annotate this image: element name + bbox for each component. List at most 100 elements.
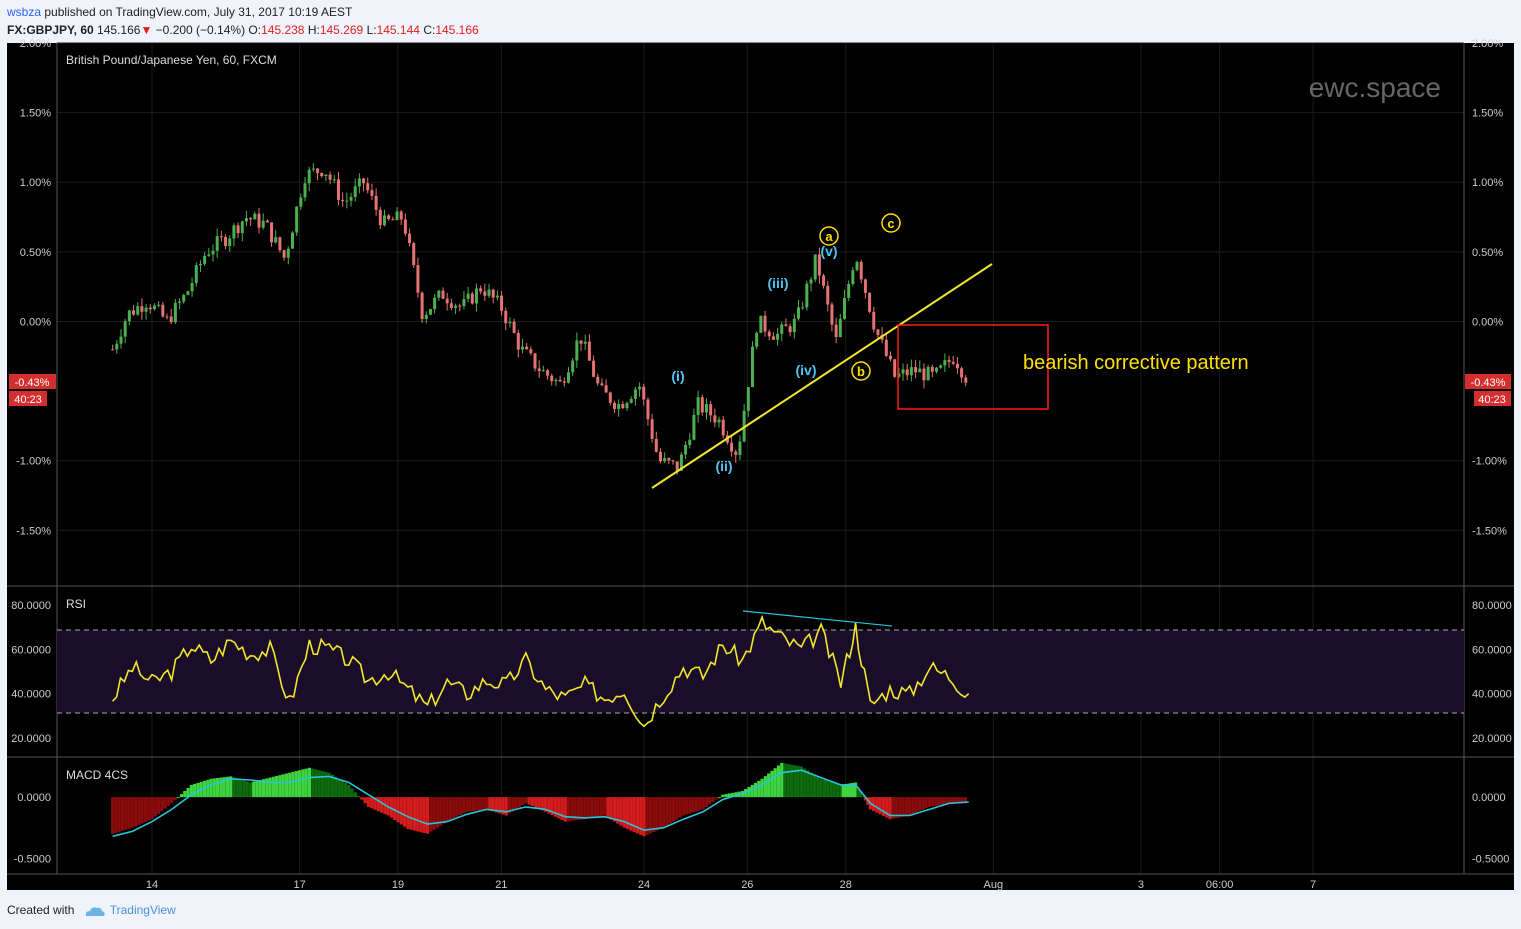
macd-bar-231 [861, 795, 865, 798]
candle-body-58 [353, 186, 357, 197]
rsi-tick-right-1: 60.0000 [1472, 644, 1512, 656]
countdown-badge-right [1474, 391, 1511, 406]
candle-body-32 [244, 218, 248, 222]
candle-body-105 [550, 375, 554, 382]
macd-bar-188 [727, 793, 731, 798]
candle-body-43 [290, 232, 294, 249]
macd-bar-78 [366, 797, 371, 807]
rsi-divergence-line[interactable] [742, 610, 893, 627]
candle-body-116 [596, 376, 600, 384]
candle-body-190 [905, 369, 909, 376]
candle-body-44 [295, 206, 299, 233]
macd-bar-198 [760, 778, 764, 798]
macd-bar-107 [462, 797, 466, 814]
candle-body-191 [909, 367, 913, 376]
candle-body-18 [186, 291, 190, 295]
macd-bar-165 [652, 797, 656, 833]
candle-body-149 [734, 451, 738, 455]
macd-bar-121 [507, 797, 512, 814]
x-tick-10: 7 [1310, 879, 1316, 891]
candle-body-156 [763, 315, 767, 332]
macd-bar-138 [563, 797, 567, 822]
candle-body-52 [328, 174, 332, 180]
macd-bar-158 [629, 797, 633, 831]
macd-bar-210 [799, 766, 804, 798]
candle-body-42 [286, 248, 290, 258]
corrective-box[interactable] [897, 324, 1049, 410]
high-value: 145.269 [319, 23, 364, 37]
macd-bar-132 [544, 797, 548, 812]
macd-bar-166 [655, 797, 659, 831]
candle-body-74 [420, 292, 424, 319]
publisher-name[interactable]: wsbza [7, 5, 42, 19]
candle-body-134 [671, 460, 675, 462]
candle-body-144 [713, 415, 717, 423]
candle-body-122 [621, 403, 625, 409]
candle-body-39 [274, 237, 278, 243]
macd-bar-227 [851, 782, 855, 798]
x-tick-4: 24 [638, 879, 650, 891]
candle-body-169 [817, 254, 821, 276]
macd-bar-48 [268, 777, 272, 798]
price-change: −0.200 (−0.14%) [155, 23, 246, 37]
macd-bar-172 [675, 797, 679, 820]
candlestick-series [111, 163, 968, 475]
macd-bar-47 [265, 778, 269, 798]
macd-bar-143 [580, 797, 584, 820]
tradingview-link[interactable]: TradingView [109, 903, 176, 917]
candle-body-202 [955, 363, 959, 369]
macd-bar-139 [566, 797, 571, 822]
candle-body-48 [311, 168, 315, 170]
macd-bar-212 [806, 770, 810, 798]
candle-body-161 [784, 324, 788, 327]
last-value-badge-left [9, 374, 56, 389]
x-tick-2: 19 [392, 879, 404, 891]
candle-body-141 [700, 397, 704, 413]
created-with-text: Created with [7, 903, 75, 917]
trend-line[interactable] [651, 263, 993, 489]
macd-bar-43 [252, 781, 256, 798]
last-value-right: -0.43% [1471, 377, 1506, 389]
macd-bar-55 [291, 771, 295, 798]
y-tick-right-1: 1.50% [1472, 108, 1503, 120]
x-tick-3: 21 [495, 879, 507, 891]
macd-bar-152 [609, 797, 613, 820]
candle-body-62 [370, 190, 374, 196]
macd-bar-187 [724, 794, 728, 798]
macd-bar-58 [301, 769, 305, 798]
footer: Created with TradingView [7, 903, 176, 917]
candle-body-139 [692, 414, 696, 440]
macd-bar-201 [770, 770, 774, 798]
candle-body-115 [592, 360, 596, 377]
y-tick-right-6: -1.50% [1472, 525, 1507, 537]
macd-bar-247 [911, 797, 915, 815]
macd-tick-left-1: -0.5000 [14, 853, 51, 865]
macd-bar-250 [921, 797, 925, 810]
macd-bar-263 [963, 797, 968, 804]
macd-bar-41 [245, 781, 249, 798]
candle-body-57 [349, 196, 353, 201]
macd-bar-134 [550, 797, 554, 816]
candle-body-47 [307, 169, 311, 184]
candle-body-135 [675, 461, 679, 471]
price-axis-left: 2.00% 1.50% 1.00% 0.50% 0.00% -1.00% -1.50% [16, 38, 51, 537]
x-tick-7: Aug [984, 879, 1004, 891]
y-tick-right-4: 0.00% [1472, 316, 1503, 328]
macd-bar-50 [275, 775, 279, 798]
candle-body-118 [604, 385, 608, 393]
macd-bar-159 [632, 797, 636, 833]
macd-bar-53 [284, 773, 289, 798]
candle-body-72 [412, 243, 416, 266]
candle-body-1 [115, 343, 119, 350]
candle-body-159 [776, 333, 780, 340]
candle-body-193 [918, 368, 922, 373]
macd-bar-62 [314, 769, 318, 798]
candle-body-31 [240, 221, 244, 234]
macd-bar-243 [898, 797, 902, 818]
macd-bar-255 [937, 797, 941, 806]
candle-body-120 [612, 402, 616, 409]
macd-bar-109 [468, 797, 472, 812]
macd-bar-101 [442, 797, 446, 824]
macd-bar-61 [311, 768, 315, 798]
